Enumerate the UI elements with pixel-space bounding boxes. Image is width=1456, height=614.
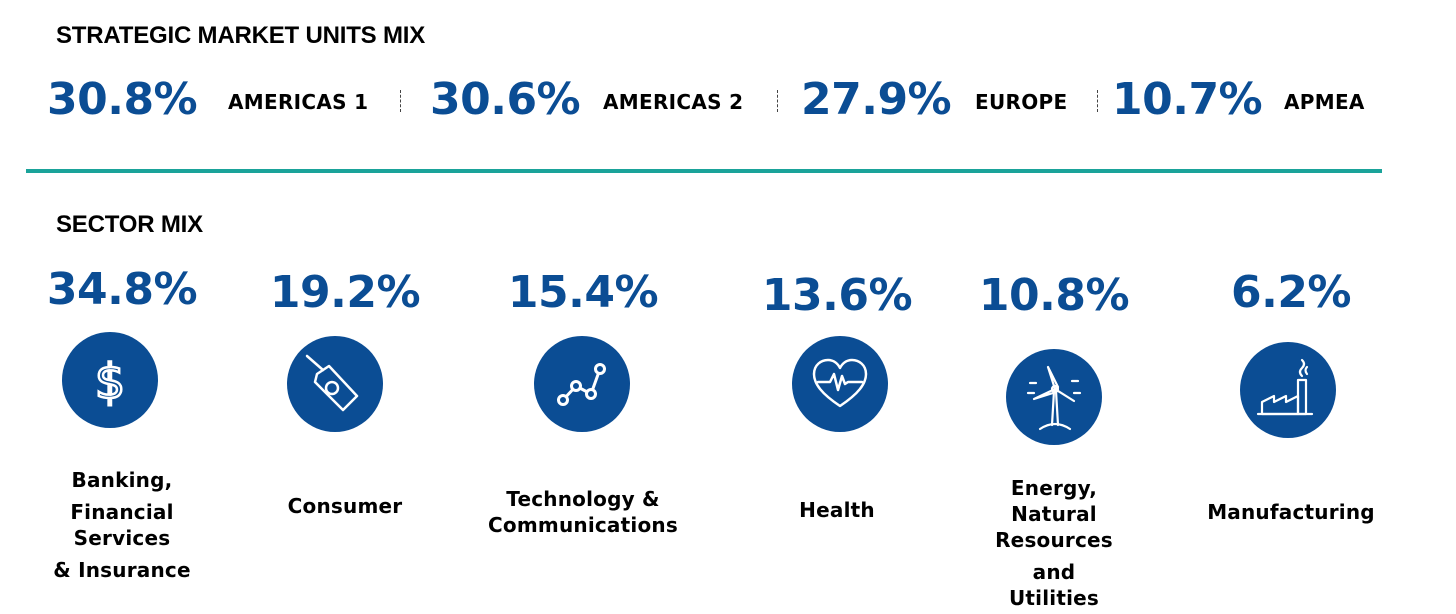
sector-pct: 6.2% (1230, 267, 1352, 318)
sector-label: Banking, Financial Services & Insurance (53, 468, 191, 582)
sector-label: Consumer (287, 494, 403, 518)
smu-pct-apmea: 10.7% (1112, 74, 1263, 125)
line-graph-icon (534, 336, 630, 432)
heartbeat-icon (792, 336, 888, 432)
smu-pct-europe: 27.9% (801, 74, 952, 125)
smu-label-europe: EUROPE (975, 90, 1068, 114)
smu-separator (400, 90, 401, 112)
dollar-icon: $ (62, 332, 158, 428)
sector-label: Manufacturing (1207, 500, 1375, 524)
smu-label-americas-2: AMERICAS 2 (603, 90, 744, 114)
smu-pct-americas-1: 30.8% (47, 74, 198, 125)
sector-label: Energy, Natural Resources and Utilities (995, 476, 1113, 610)
sector-pct: 34.8% (46, 264, 198, 315)
sector-label: Health (799, 498, 875, 522)
wind-turbine-icon (1006, 349, 1102, 445)
sector-pct: 15.4% (507, 267, 659, 318)
section-divider (26, 169, 1382, 173)
price-tag-icon (287, 336, 383, 432)
sector-pct: 10.8% (978, 270, 1130, 321)
factory-icon (1240, 342, 1336, 438)
smu-separator (777, 90, 778, 112)
smu-separator (1097, 90, 1098, 112)
smu-label-americas-1: AMERICAS 1 (228, 90, 369, 114)
sector-title: SECTOR MIX (56, 211, 203, 238)
sector-label: Technology & Communications (488, 487, 678, 537)
sector-pct: 19.2% (269, 267, 421, 318)
smu-title: STRATEGIC MARKET UNITS MIX (56, 22, 426, 49)
smu-pct-americas-2: 30.6% (430, 74, 581, 125)
svg-text:$: $ (95, 354, 126, 410)
smu-label-apmea: APMEA (1284, 90, 1365, 114)
sector-pct: 13.6% (761, 270, 913, 321)
